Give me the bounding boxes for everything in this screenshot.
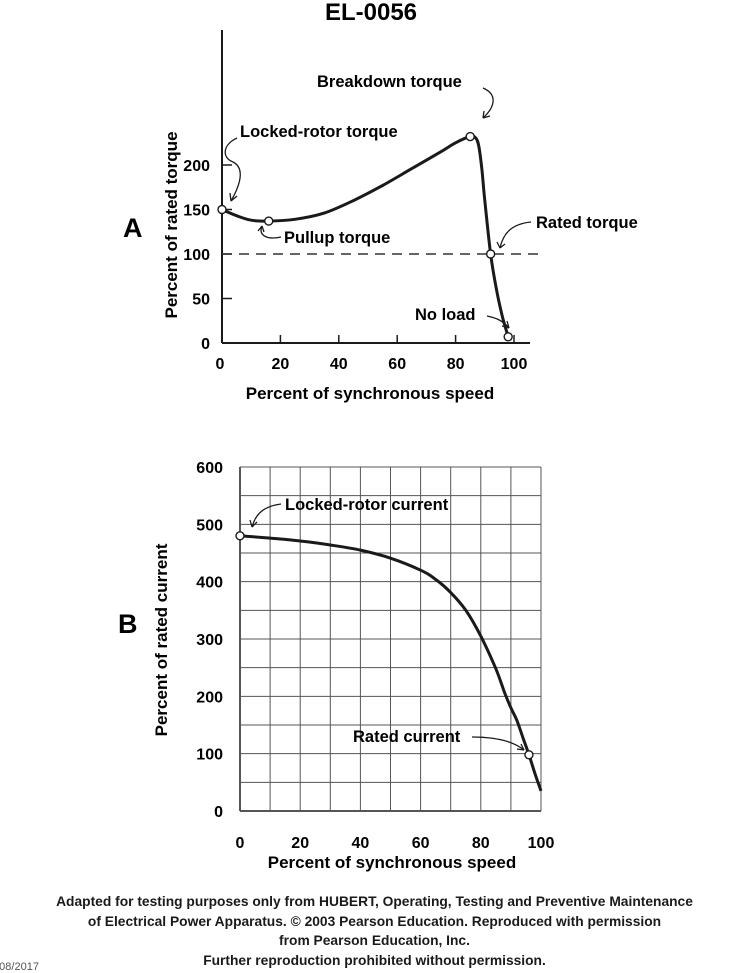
panel-b-y-tick-label: 100 [196,747,223,764]
panel-b-y-tick-label: 400 [196,575,223,592]
panel-a-x-tick-label: 100 [501,356,528,373]
panel-a-x-tick-label: 80 [447,356,465,373]
locked-rotor-torque-leader [224,137,241,202]
panel-a-x-axis-label: Percent of synchronous speed [246,384,494,403]
torque-point-marker [217,204,227,215]
credit-line: Adapted for testing purposes only from H… [56,894,693,909]
current-point-marker [235,531,245,541]
credit-line: of Electrical Power Apparatus. © 2003 Pe… [87,913,662,929]
page-title: EL-0056 [325,0,417,26]
panel-a-x-tick-label: 0 [216,356,225,373]
panel-a-x-tick-label: 40 [330,356,348,373]
panel-b-y-tick-label: 0 [214,804,223,821]
panel-a-torque-chart: A Percent of synchronous speed Percent o… [123,30,638,403]
current-curve [239,534,543,792]
breakdown-torque-arrowhead [482,110,491,119]
rated-torque-label: Rated torque [536,214,638,232]
panel-b-x-tick-label: 40 [352,835,370,852]
breakdown-torque-label: Breakdown torque [317,73,462,91]
panel-b-y-axis-label: Percent of rated current [152,543,171,736]
panel-a-y-axis-label: Percent of rated torque [162,131,181,318]
breakdown-torque-leader [482,87,494,119]
torque-point-marker [503,332,513,342]
current-point-marker [524,750,534,760]
panel-b-x-tick-label: 100 [528,835,555,852]
panel-a-y-tick-label: 50 [192,292,210,309]
rated-torque-leader [499,221,532,249]
locked-rotor-current-arrowhead [249,519,258,528]
locked-rotor-current-label: Locked-rotor current [285,496,449,514]
panel-a-x-tick-label: 20 [272,356,290,373]
credit-line: Further reproduction prohibited without … [203,952,546,968]
panel-b-x-tick-label: 0 [236,835,245,852]
panel-a-x-tick-label: 60 [388,356,406,373]
torque-point-marker [465,131,475,142]
panel-a-y-tick-label: 200 [183,158,210,175]
print-date: 9/08/2017 [0,961,39,973]
pullup-torque-arrowhead [257,225,265,233]
panel-b-y-tick-label: 200 [196,689,223,706]
panel-a-y-tick-label: 150 [183,203,210,220]
credit-line: from Pearson Education, Inc. [279,933,470,949]
no-load-label: No load [415,306,476,324]
panel-b-y-tick-label: 500 [196,517,223,534]
locked-rotor-torque-label: Locked-rotor torque [240,123,398,141]
panel-b-current-chart: B Percent of synchronous speed Percent o… [118,460,554,872]
panel-b-letter: B [118,609,138,639]
rated-current-leader [471,736,525,751]
panel-a-y-tick-label: 100 [183,247,210,264]
torque-point-marker [485,249,496,259]
panel-b-x-tick-label: 60 [412,835,430,852]
rated-current-label: Rated current [353,728,461,746]
pullup-torque-leader [260,225,282,239]
rated-torque-arrowhead [496,241,506,249]
rated-current-arrowhead [516,743,525,751]
panel-b-x-tick-label: 20 [291,835,309,852]
panel-b-y-tick-label: 300 [196,632,223,649]
copyright-credit: Adapted for testing purposes only from H… [0,892,749,970]
locked-rotor-torque-arrowhead [229,192,238,202]
panel-b-x-axis-label: Percent of synchronous speed [268,853,516,872]
locked-rotor-current-leader [251,503,282,528]
panel-a-letter: A [123,213,143,243]
panel-b-x-tick-label: 80 [472,835,490,852]
panel-b-y-tick-label: 600 [196,460,223,477]
no-load-arrowhead [501,320,510,329]
no-load-leader [486,315,510,329]
panel-a-y-tick-label: 0 [201,336,210,353]
pullup-torque-label: Pullup torque [284,229,390,247]
torque-point-marker [264,216,274,226]
